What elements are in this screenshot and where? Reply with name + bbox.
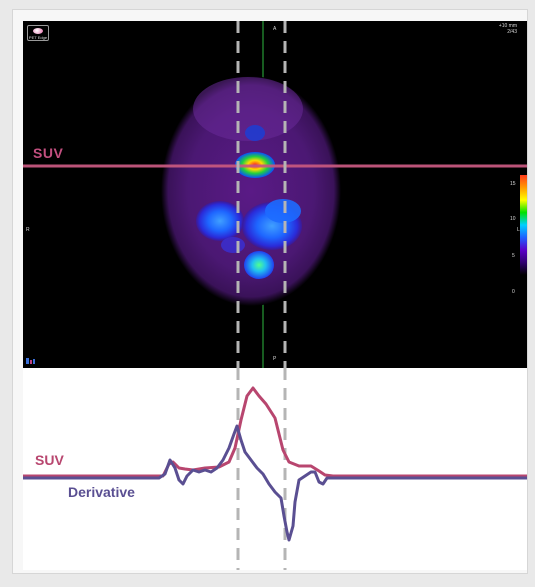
- slice-position: +10 mm: [498, 23, 517, 29]
- suv-color-scale: [520, 175, 527, 275]
- suv-curve-label: SUV: [35, 452, 64, 468]
- logo-text: PET Edge: [28, 35, 48, 40]
- orientation-anterior: A: [273, 26, 277, 32]
- derivative-curve-label: Derivative: [68, 484, 135, 500]
- scale-tick: 10: [510, 216, 516, 222]
- orientation-left: L: [517, 227, 520, 233]
- pet-slice-image: [23, 21, 527, 368]
- profile-plot-canvas: [23, 368, 527, 570]
- orientation-right: R: [26, 227, 30, 233]
- ruler-icon[interactable]: [26, 357, 36, 365]
- suv-curve: [23, 386, 527, 478]
- uptake-region-lower: [244, 251, 274, 279]
- scale-tick: 0: [512, 289, 515, 295]
- pet-edge-logo[interactable]: PET Edge: [27, 25, 49, 41]
- orientation-posterior: P: [273, 356, 277, 362]
- scale-tick: 15: [510, 181, 516, 187]
- suv-line-label: SUV: [33, 145, 64, 161]
- uptake-region-left: [196, 201, 244, 241]
- slice-index: 2/43: [507, 29, 517, 35]
- head-region: [161, 76, 341, 306]
- pet-viewer[interactable]: PET Edge +10 mm 2/43 A P R L SUV 15 10 5…: [23, 21, 527, 368]
- derivative-curve: [23, 424, 527, 542]
- pet-edge-icon: [33, 28, 43, 34]
- scale-tick: 5: [512, 253, 515, 259]
- profile-plot: SUV Derivative: [23, 368, 527, 570]
- slice-info: +10 mm 2/43: [499, 23, 517, 35]
